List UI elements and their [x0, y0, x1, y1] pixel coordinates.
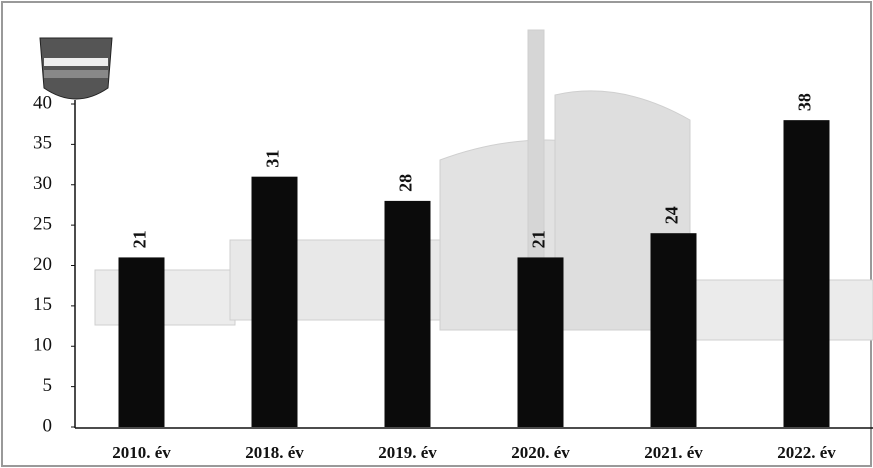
y-tick-label: 30 — [33, 173, 52, 194]
x-tick-label: 2019. év — [378, 443, 437, 462]
bar — [118, 257, 165, 427]
value-label: 24 — [662, 206, 682, 224]
bar — [384, 200, 431, 427]
bar — [650, 233, 697, 427]
x-tick-label: 2018. év — [245, 443, 304, 462]
x-tick-label: 2022. év — [777, 443, 836, 462]
y-tick-label: 25 — [33, 213, 52, 234]
x-tick-label: 2020. év — [511, 443, 570, 462]
y-tick-label: 5 — [43, 375, 53, 396]
value-label: 28 — [396, 174, 416, 192]
y-tick-label: 15 — [33, 294, 52, 315]
x-tick-label: 2021. év — [644, 443, 703, 462]
value-label: 38 — [795, 93, 815, 111]
value-label: 31 — [263, 150, 283, 168]
y-tick-label: 10 — [33, 335, 52, 356]
y-tick-label: 40 — [33, 92, 52, 113]
bar — [251, 176, 298, 427]
logo — [39, 37, 113, 100]
x-tick-label: 2010. év — [112, 443, 171, 462]
value-label: 21 — [130, 230, 150, 248]
bar — [783, 120, 830, 428]
y-tick-label: 0 — [43, 415, 53, 436]
y-tick-label: 35 — [33, 133, 52, 154]
y-tick-label: 20 — [33, 254, 52, 275]
bar — [517, 257, 564, 427]
value-label: 21 — [529, 230, 549, 248]
